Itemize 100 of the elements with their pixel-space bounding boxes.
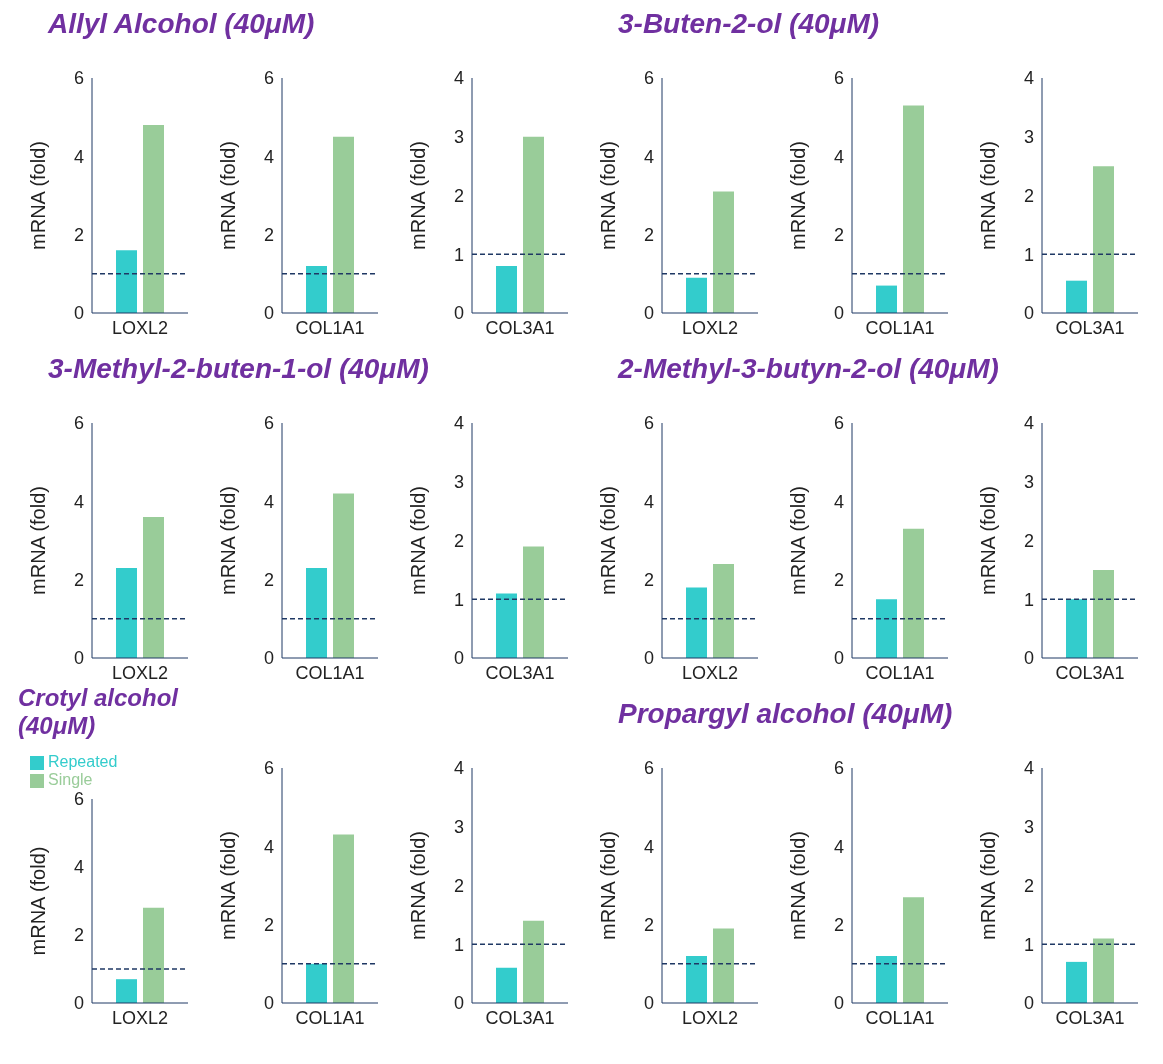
chart-title: Propargyl alcohol (40μM)	[618, 698, 953, 730]
y-tick-label: 3	[453, 472, 464, 493]
y-axis-title: mRNA (fold)	[787, 141, 810, 250]
y-axis-title: mRNA (fold)	[407, 141, 430, 250]
y-tick-label: 3	[1023, 127, 1034, 148]
y-tick-label: 2	[643, 570, 654, 591]
y-tick-label: 2	[263, 915, 274, 936]
y-tick-label: 6	[643, 413, 654, 434]
y-tick-label: 2	[73, 225, 84, 246]
x-tick-label: COL3A1	[485, 662, 555, 683]
y-tick-label: 4	[643, 491, 654, 512]
y-tick-label: 1	[1023, 244, 1034, 265]
y-tick-label: 2	[453, 530, 464, 551]
x-tick-label: COL1A1	[295, 1007, 365, 1028]
y-axis-title: mRNA (fold)	[597, 831, 620, 940]
chart-title: 3-Buten-2-ol (40μM)	[618, 8, 880, 40]
y-tick-label: 6	[263, 68, 274, 89]
y-tick-label: 0	[833, 303, 844, 324]
y-axis-title: mRNA (fold)	[787, 831, 810, 940]
y-tick-label: 3	[453, 817, 464, 838]
y-axis-title: mRNA (fold)	[217, 486, 240, 595]
y-axis-title: mRNA (fold)	[407, 831, 430, 940]
y-tick-label: 0	[1023, 648, 1034, 669]
x-tick-label: LOXL2	[681, 317, 739, 338]
y-tick-label: 2	[263, 225, 274, 246]
y-tick-label: 0	[453, 648, 464, 669]
y-axis-title: mRNA (fold)	[977, 486, 1000, 595]
y-tick-label: 0	[263, 648, 274, 669]
legend-label: Repeated	[48, 753, 118, 770]
y-tick-label: 4	[263, 146, 274, 167]
y-tick-label: 1	[1023, 589, 1034, 610]
y-tick-label: 6	[263, 413, 274, 434]
y-tick-label: 4	[73, 857, 84, 878]
y-tick-label: 2	[643, 915, 654, 936]
chart-title: 3-Methyl-2-buten-1-ol (40μM)	[48, 353, 429, 385]
x-tick-label: LOXL2	[111, 1007, 169, 1028]
y-tick-label: 0	[1023, 303, 1034, 324]
y-tick-label: 1	[453, 244, 464, 265]
chart-title: Crotyl alcohol (40μM)	[18, 684, 180, 740]
x-tick-label: COL1A1	[865, 317, 935, 338]
x-tick-label: COL3A1	[485, 317, 555, 338]
y-tick-label: 3	[453, 127, 464, 148]
y-tick-label: 2	[1023, 530, 1034, 551]
y-tick-label: 4	[1023, 68, 1034, 89]
y-axis-title: mRNA (fold)	[787, 486, 810, 595]
y-tick-label: 6	[73, 789, 84, 810]
y-tick-label: 0	[263, 303, 274, 324]
y-tick-label: 4	[1023, 413, 1034, 434]
chart-title: Allyl Alcohol (40μM)	[48, 8, 315, 40]
y-tick-label: 4	[453, 413, 464, 434]
x-tick-label: COL3A1	[1055, 1007, 1125, 1028]
y-tick-label: 2	[73, 925, 84, 946]
y-axis-title: mRNA (fold)	[217, 831, 240, 940]
y-tick-label: 6	[643, 68, 654, 89]
y-tick-label: 2	[453, 185, 464, 206]
y-tick-label: 4	[643, 836, 654, 857]
y-tick-label: 2	[833, 915, 844, 936]
y-tick-label: 4	[833, 146, 844, 167]
legend-label: Single	[48, 771, 93, 788]
y-tick-label: 0	[73, 648, 84, 669]
y-axis-title: mRNA (fold)	[597, 486, 620, 595]
y-tick-label: 0	[643, 303, 654, 324]
x-tick-label: COL3A1	[485, 1007, 555, 1028]
y-tick-label: 4	[263, 836, 274, 857]
y-tick-label: 0	[643, 993, 654, 1014]
y-tick-label: 4	[453, 68, 464, 89]
x-tick-label: LOXL2	[111, 317, 169, 338]
y-tick-label: 0	[453, 993, 464, 1014]
y-tick-label: 2	[73, 570, 84, 591]
y-tick-label: 4	[73, 491, 84, 512]
y-tick-label: 3	[1023, 817, 1034, 838]
y-tick-label: 2	[453, 875, 464, 896]
y-tick-label: 2	[1023, 875, 1034, 896]
y-tick-label: 3	[1023, 472, 1034, 493]
x-tick-label: COL1A1	[295, 662, 365, 683]
y-tick-label: 0	[833, 993, 844, 1014]
y-axis-title: mRNA (fold)	[407, 486, 430, 595]
y-tick-label: 0	[643, 648, 654, 669]
x-tick-label: COL1A1	[865, 1007, 935, 1028]
y-tick-label: 1	[453, 589, 464, 610]
x-tick-label: COL1A1	[295, 317, 365, 338]
y-tick-label: 2	[643, 225, 654, 246]
y-tick-label: 6	[73, 68, 84, 89]
chart-title: 2-Methyl-3-butyn-2-ol (40μM)	[618, 353, 999, 385]
y-tick-label: 2	[833, 570, 844, 591]
y-tick-label: 0	[1023, 993, 1034, 1014]
y-axis-title: mRNA (fold)	[977, 831, 1000, 940]
y-tick-label: 6	[833, 413, 844, 434]
y-tick-label: 2	[263, 570, 274, 591]
y-tick-label: 6	[263, 758, 274, 779]
y-tick-label: 4	[833, 491, 844, 512]
y-tick-label: 1	[453, 934, 464, 955]
y-tick-label: 6	[73, 413, 84, 434]
y-axis-title: mRNA (fold)	[27, 141, 50, 250]
y-tick-label: 4	[833, 836, 844, 857]
y-tick-label: 1	[1023, 934, 1034, 955]
y-tick-label: 4	[73, 146, 84, 167]
y-tick-label: 4	[263, 491, 274, 512]
x-tick-label: COL3A1	[1055, 317, 1125, 338]
y-axis-title: mRNA (fold)	[597, 141, 620, 250]
